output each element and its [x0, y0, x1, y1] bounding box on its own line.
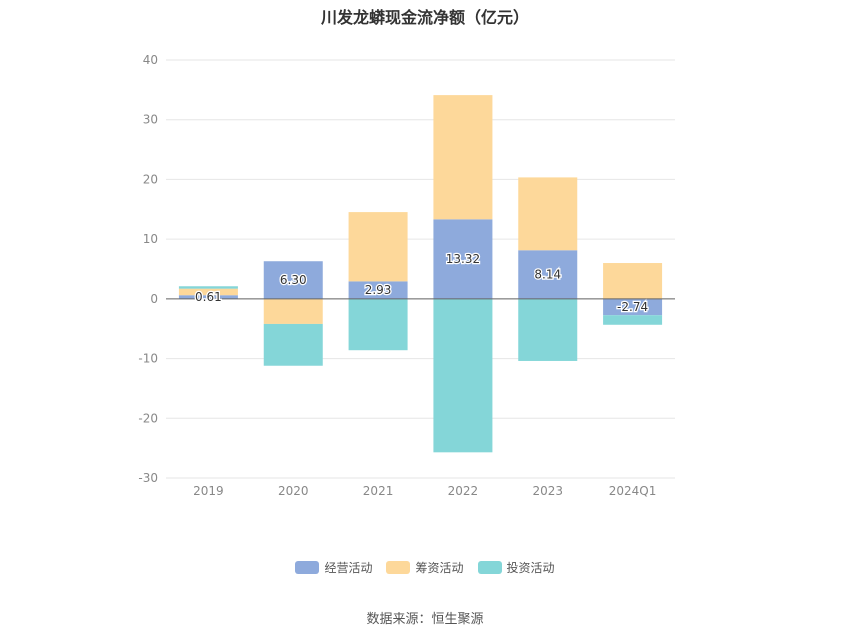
- bar-segment: [603, 298, 663, 316]
- bar-segment: [603, 315, 663, 325]
- legend-item[interactable]: 筹资活动: [386, 559, 464, 576]
- y-tick-label: -30: [138, 471, 158, 485]
- data-labels-layer: 0.61 6.30 2.93 13.32 8.14 -2.74: [194, 251, 650, 315]
- bar-data-label: 0.61: [195, 290, 222, 304]
- legend-label: 筹资活动: [415, 561, 464, 575]
- bars-layer: [178, 95, 663, 453]
- y-tick-label: 40: [143, 53, 158, 67]
- legend-swatch: [386, 561, 411, 574]
- source-note: 数据来源：恒生聚源: [366, 612, 484, 627]
- legend-swatch: [477, 561, 502, 574]
- bar-segment: [348, 298, 408, 351]
- y-tick-label: -20: [138, 411, 158, 425]
- bar-segment: [518, 298, 578, 361]
- x-tick-label: 2024Q1: [609, 484, 657, 498]
- y-tick-label: 0: [150, 292, 158, 306]
- bar-segment: [433, 219, 493, 299]
- bar-segment: [348, 281, 408, 299]
- bar-data-label: -2.74: [617, 300, 648, 314]
- legend-item[interactable]: 经营活动: [295, 559, 372, 576]
- x-tick-label: 2022: [448, 484, 479, 498]
- y-tick-label: 20: [143, 172, 158, 186]
- bar-data-label: 13.32: [446, 252, 480, 266]
- legend-item[interactable]: 投资活动: [477, 559, 555, 576]
- x-tick-label: 2023: [532, 484, 563, 498]
- bar-segment: [518, 250, 578, 299]
- y-tick-label: 30: [143, 113, 158, 127]
- bar-segment: [263, 323, 323, 366]
- y-tick-label: 10: [143, 232, 158, 246]
- legend-swatch: [295, 561, 320, 574]
- bar-data-label: 8.14: [534, 268, 561, 282]
- bar-segment: [603, 263, 663, 299]
- bar-segment: [518, 177, 578, 251]
- y-tick-label: -10: [138, 352, 158, 366]
- bar-segment: [263, 261, 323, 299]
- bar-segment: [178, 286, 238, 289]
- x-tick-label: 2020: [278, 484, 309, 498]
- bar-segment: [178, 288, 238, 296]
- bar-segment: [433, 95, 493, 220]
- bar-segment: [263, 298, 323, 324]
- legend: 经营活动 筹资活动 投资活动: [0, 559, 850, 576]
- legend-label: 经营活动: [324, 561, 373, 575]
- x-axis-layer: 2019 2020 2021 2022 2023 2024Q1: [193, 484, 656, 498]
- x-tick-label: 2021: [363, 484, 394, 498]
- bar-segment: [433, 298, 493, 453]
- bar-data-label: 2.93: [365, 283, 392, 297]
- chart-title: 川发龙蟒现金流净额（亿元）: [320, 8, 529, 27]
- bar-segment: [178, 295, 238, 299]
- legend-label: 投资活动: [506, 561, 555, 575]
- bar-segment: [348, 212, 408, 282]
- bar-data-label: 6.30: [280, 273, 307, 287]
- x-tick-label: 2019: [193, 484, 224, 498]
